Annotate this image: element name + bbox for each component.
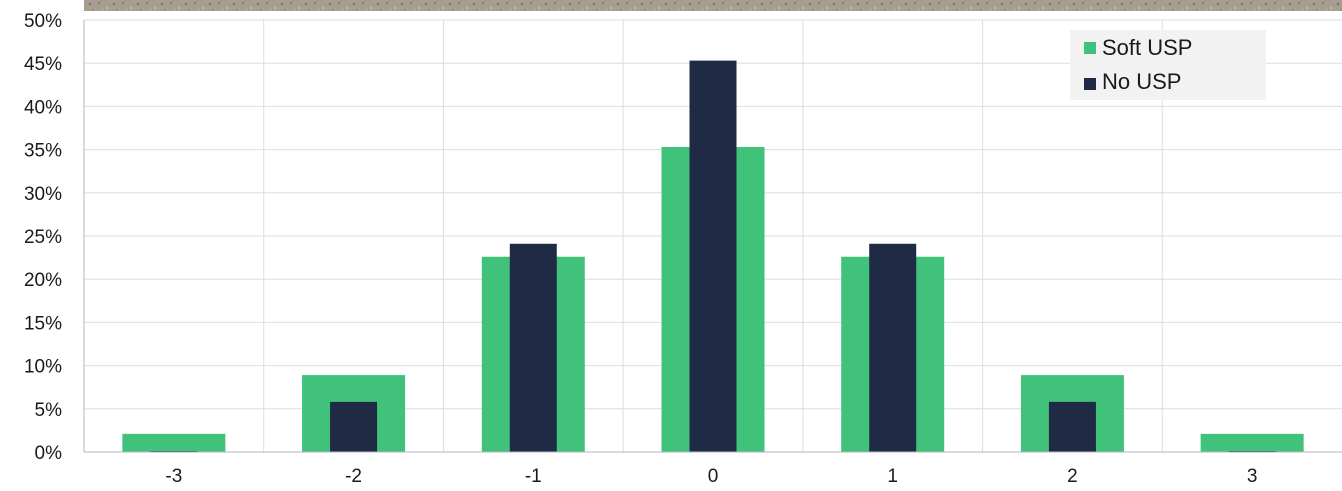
bar-soft-usp-3 (1200, 433, 1304, 452)
y-tick-label: 35% (24, 141, 62, 162)
y-tick-labels: 0% 5% 10% 15% 20% 25% 30% 35% 40% 45% 50% (24, 11, 62, 464)
y-tick-label: 10% (24, 357, 62, 378)
y-tick-label: 30% (24, 184, 62, 205)
x-tick-label: 1 (887, 466, 898, 487)
x-tick-label: 2 (1067, 466, 1078, 487)
x-tick-labels: -3 -2 -1 0 1 2 3 (165, 466, 1257, 487)
bar-no-usp-0 (689, 60, 737, 452)
legend-swatch-soft-usp (1084, 42, 1096, 54)
legend: Soft USP No USP (1070, 30, 1266, 100)
x-tick-label: -1 (525, 466, 542, 487)
y-tick-label: 5% (35, 400, 63, 421)
y-tick-label: 20% (24, 270, 62, 291)
legend-label-soft-usp: Soft USP (1102, 35, 1192, 60)
bar-soft-usp--3 (122, 433, 226, 452)
x-tick-label: -2 (345, 466, 362, 487)
top-decorative-strip (84, 0, 1342, 11)
legend-background (1070, 30, 1266, 100)
x-tick-label: 0 (708, 466, 719, 487)
legend-swatch-no-usp (1084, 78, 1096, 90)
x-tick-label: -3 (165, 466, 182, 487)
y-tick-label: 25% (24, 227, 62, 248)
bar-no-usp-2 (1048, 401, 1096, 452)
axes (83, 20, 1342, 453)
legend-label-no-usp: No USP (1102, 69, 1181, 94)
bar-no-usp-1 (869, 243, 917, 452)
y-tick-label: 45% (24, 54, 62, 75)
y-tick-label: 40% (24, 97, 62, 118)
y-tick-label: 15% (24, 313, 62, 334)
bar-no-usp--2 (330, 401, 378, 452)
y-tick-label: 50% (24, 11, 62, 32)
bars (122, 60, 1304, 452)
x-tick-label: 3 (1247, 466, 1258, 487)
bar-no-usp--1 (509, 243, 557, 452)
y-tick-label: 0% (35, 443, 63, 464)
